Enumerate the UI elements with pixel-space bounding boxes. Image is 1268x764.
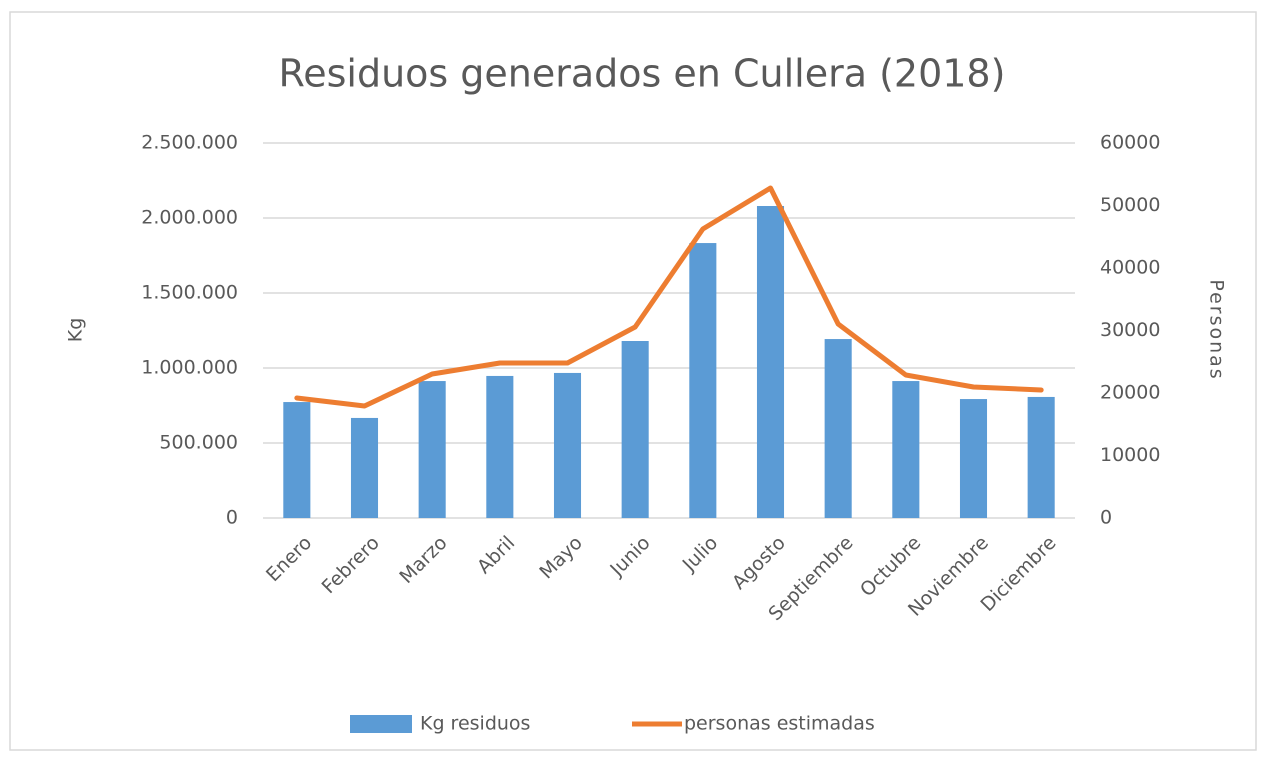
legend-label: personas estimadas xyxy=(684,713,875,735)
y-tick-label: 1.500.000 xyxy=(141,282,238,304)
legend-label: Kg residuos xyxy=(420,713,530,735)
bar xyxy=(283,402,311,518)
y-tick-label: 1.000.000 xyxy=(141,357,238,379)
y2-tick-label: 30000 xyxy=(1100,319,1160,341)
bar xyxy=(756,206,785,518)
y2-axis-label: Personas xyxy=(1206,279,1228,380)
bar xyxy=(350,417,379,518)
bar xyxy=(621,341,649,518)
bar xyxy=(892,381,920,518)
y-axis-label: Kg xyxy=(65,318,87,343)
y-tick-label: 2.500.000 xyxy=(141,132,238,154)
bar xyxy=(824,339,852,518)
line-series xyxy=(294,185,1044,409)
bar xyxy=(553,372,582,518)
y-tick-label: 0 xyxy=(226,507,238,529)
bar xyxy=(959,399,988,518)
bar xyxy=(486,375,514,518)
y2-tick-label: 40000 xyxy=(1100,257,1160,279)
bar xyxy=(418,381,446,518)
y2-tick-label: 10000 xyxy=(1100,444,1160,466)
y2-tick-label: 20000 xyxy=(1100,382,1160,404)
bar xyxy=(1027,396,1055,518)
y2-tick-label: 0 xyxy=(1100,507,1112,529)
y2-tick-label: 50000 xyxy=(1100,194,1160,216)
y2-tick-label: 60000 xyxy=(1100,132,1160,154)
chart-title: Residuos generados en Cullera (2018) xyxy=(279,52,1006,96)
y-tick-label: 500.000 xyxy=(159,432,238,454)
bar xyxy=(689,243,717,519)
y-tick-label: 2.000.000 xyxy=(141,207,238,229)
legend-swatch xyxy=(350,715,412,733)
